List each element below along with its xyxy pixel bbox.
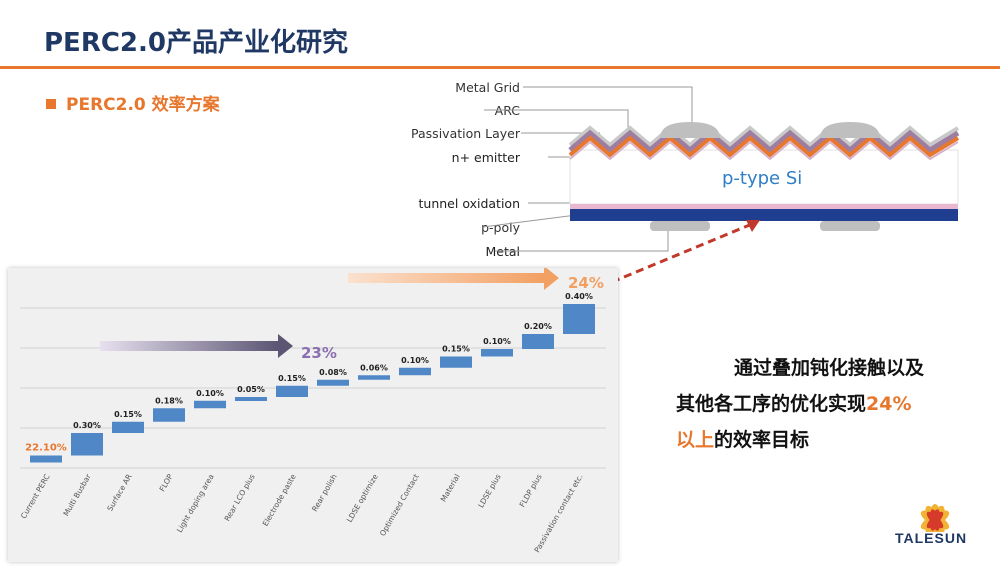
data-label-0: 22.10% [25, 443, 67, 454]
front-metal-grid-1 [660, 122, 720, 138]
data-label-2: 0.15% [114, 410, 142, 419]
rear-metal-contact-2 [820, 221, 880, 231]
note-line-2-text: 其他各工序的优化实现 [676, 393, 867, 415]
category-label-12: FLDP plus [518, 472, 544, 508]
note-highlight-24: 24% [866, 393, 912, 415]
note-highlight-above: 以上 [676, 429, 715, 451]
connector-arrow-head [746, 220, 760, 232]
bar-2 [112, 421, 144, 433]
category-label-4: Light doping area [175, 473, 216, 535]
category-label-5: Rear LCO plus [223, 472, 257, 522]
section-subtitle: PERC2.0 效率方案 [46, 90, 220, 115]
bullet-square-icon [46, 99, 56, 109]
note-line-3-text: 的效率目标 [714, 429, 810, 451]
page-title: PERC2.0产品产业化研究 [44, 28, 348, 58]
tunnel-oxidation-layer [570, 204, 958, 209]
category-label-13: Passivation contact etc. [532, 473, 584, 555]
emitter-layer [568, 135, 960, 158]
data-label-6: 0.15% [278, 374, 306, 383]
data-label-4: 0.10% [196, 389, 224, 398]
rear-metal-contact-1 [650, 221, 710, 231]
arc-outer-layer [568, 125, 960, 148]
connector-dashed-line [611, 222, 753, 284]
category-label-3: FLOP [158, 472, 175, 493]
note-line-2: 其他各工序的优化实现24% [676, 386, 976, 422]
p-type-si-substrate [569, 149, 959, 205]
data-label-3: 0.18% [155, 396, 183, 405]
data-label-1: 0.30% [73, 421, 101, 430]
chart-panel: 23% 24% 22.10% 0.30% 0.15% 0.18% 0.10% 0.05% 0… [8, 266, 618, 562]
talesun-logo-icon [920, 504, 950, 532]
bar-10 [440, 356, 472, 368]
trend-arrows [100, 266, 559, 358]
category-label-10: Material [439, 473, 462, 504]
bar-8 [358, 375, 390, 380]
data-label-10: 0.15% [442, 345, 470, 354]
logo-text: TALESUN [895, 530, 968, 546]
category-label-9: Optimized Contact [378, 472, 421, 537]
category-label-6: Electrode paste [261, 472, 298, 528]
label-n-emitter: n+ emitter [451, 150, 520, 165]
note-line-1: 通过叠加钝化接触以及 [734, 357, 925, 379]
section-subtitle-text: PERC2.0 效率方案 [66, 95, 220, 115]
data-label-7: 0.08% [319, 368, 347, 377]
arc-layer [568, 129, 960, 154]
arrow-23-shaft [100, 341, 278, 351]
annotation-24: 24% [568, 274, 604, 292]
bar-13 [563, 304, 595, 334]
category-label-0: Current PERC [19, 473, 52, 521]
bar-12 [522, 334, 554, 349]
data-label-13: 0.40% [565, 292, 593, 301]
chart-gridlines [20, 307, 606, 469]
substrate-label: p-type Si [722, 168, 803, 189]
label-metal-grid: Metal Grid [455, 80, 520, 95]
arrow-24-shaft [348, 273, 544, 283]
data-label-8: 0.06% [360, 363, 388, 372]
arrow-24-head [544, 266, 559, 290]
bar-0 [30, 455, 62, 463]
note-line-3: 以上的效率目标 [676, 422, 976, 458]
title-divider [0, 66, 1000, 69]
p-poly-layer [570, 209, 958, 221]
bar-11 [481, 349, 513, 357]
label-tunnel-oxidation: tunnel oxidation [418, 196, 520, 211]
bar-3 [153, 408, 185, 422]
waterfall-chart: 23% 24% 22.10% 0.30% 0.15% 0.18% 0.10% 0.05% 0… [19, 266, 606, 555]
passivation-layer [569, 140, 959, 161]
arrow-23-head [278, 334, 293, 358]
data-label-12: 0.20% [524, 322, 552, 331]
bar-5 [235, 397, 267, 401]
category-label-8: LDSE optimize [345, 472, 380, 524]
data-label-5: 0.05% [237, 385, 265, 394]
data-label-9: 0.10% [401, 356, 429, 365]
data-label-11: 0.10% [483, 337, 511, 346]
bar-7 [317, 379, 349, 386]
category-label-7: Rear polish [310, 472, 339, 513]
bar-6 [276, 385, 308, 397]
label-passivation-layer: Passivation Layer [411, 126, 520, 141]
category-label-2: Surface AR [105, 473, 133, 513]
annotation-23: 23% [301, 344, 337, 362]
front-metal-grid-2 [820, 122, 880, 138]
bar-1 [71, 433, 103, 456]
category-label-11: LDSE plus [476, 472, 503, 509]
bar-9 [399, 367, 431, 376]
bar-4 [194, 400, 226, 409]
category-label-1: Multi Busbar [61, 472, 93, 518]
